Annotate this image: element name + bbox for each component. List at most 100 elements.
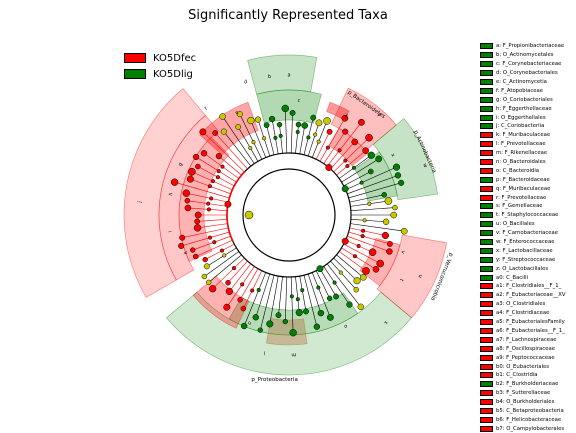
clade-label: m [291, 351, 296, 357]
taxon-node [179, 234, 186, 241]
taxa-swatch [480, 390, 493, 397]
taxon-node [375, 155, 383, 163]
taxon-node [361, 228, 366, 233]
taxa-legend-item: u: O_Bacillales [480, 220, 576, 229]
taxa-label: c: F_Corynebacteriaceae [496, 61, 562, 68]
taxa-legend-item: r: F_Prevotellaceae [480, 193, 576, 202]
taxa-legend-item: a1: F_Clostridiales__F_1_ [480, 282, 576, 291]
taxa-swatch [480, 256, 493, 263]
taxa-legend-item: a4: F_Clostridiaceae [480, 309, 576, 318]
taxa-swatch [480, 79, 493, 85]
taxon-node [256, 287, 261, 293]
taxon-node [289, 294, 294, 299]
taxon-node [353, 277, 361, 285]
taxon-node [262, 136, 267, 141]
taxa-legend-item: l: F_Prevotellaceae [480, 140, 576, 149]
taxon-node [390, 211, 398, 219]
taxon-node [254, 116, 262, 123]
class-node-actinobacteria [341, 185, 349, 193]
taxa-swatch [480, 87, 493, 94]
taxa-legend-item: b0: O_Eubacteriales [480, 362, 576, 371]
branch-line [319, 268, 337, 297]
branch-line [348, 182, 402, 199]
taxon-node [367, 151, 375, 159]
clade-label: s [382, 319, 388, 325]
taxa-label: a1: F_Clostridiales__F_1_ [496, 283, 562, 290]
branch-line [336, 254, 364, 278]
clade-label: v [399, 250, 406, 255]
taxa-legend-item: o: C_Bacteroidia [480, 166, 576, 175]
taxon-node [306, 135, 311, 140]
branch-line [341, 247, 377, 270]
taxa-swatch [480, 141, 493, 148]
taxon-node [367, 168, 374, 175]
taxon-node [281, 104, 290, 113]
taxa-swatch [480, 96, 493, 103]
clade-label: f [204, 106, 209, 112]
taxon-node [381, 192, 387, 198]
branch-line [195, 239, 233, 257]
clade-label: g [177, 162, 184, 167]
taxa-swatch [480, 381, 493, 388]
taxon-node [202, 256, 208, 263]
taxa-label: a5: F_EubacterialesFamily [496, 319, 565, 326]
branch-line [197, 223, 228, 229]
taxon-node [192, 253, 199, 260]
taxa-label: b1: C_Clostridia [496, 372, 538, 379]
branch-line [350, 207, 395, 211]
taxa-swatch [480, 105, 493, 112]
taxon-node [316, 139, 321, 144]
clade-label: b [268, 74, 272, 80]
taxa-legend-item: g: O_Coriobacteriales [480, 95, 576, 104]
taxa-legend-item: t: F_Staphylococcaceae [480, 211, 576, 220]
taxon-node [301, 122, 309, 129]
taxon-node [207, 184, 212, 189]
taxa-label: s: F_Gemellaceae [496, 203, 543, 210]
taxon-node [223, 303, 231, 311]
taxon-node [341, 114, 349, 122]
taxa-swatch [480, 185, 493, 192]
legend-item-ko5dlig: KO5Dlig [124, 66, 196, 82]
taxa-swatch [480, 319, 493, 326]
taxa-swatch [480, 176, 493, 183]
taxon-node [359, 274, 367, 281]
taxa-swatch [480, 203, 493, 210]
taxa-label: h: F_Eggerthellaceae [496, 105, 552, 112]
taxa-label: z: O_Lactobacillales [496, 265, 549, 272]
branch-line [348, 231, 390, 245]
taxon-node [295, 297, 300, 302]
taxa-label: i: O_Eggerthellales [496, 114, 546, 121]
taxon-node [251, 140, 256, 145]
clade-label: n [247, 319, 252, 326]
taxon-node [199, 128, 207, 136]
taxa-label: v: F_Carnobacteriaceae [496, 230, 559, 237]
taxa-swatch [480, 132, 493, 139]
taxa-swatch [480, 354, 493, 361]
taxon-node [215, 175, 220, 180]
taxon-node [182, 189, 191, 197]
root-node [244, 210, 254, 220]
taxon-node [386, 240, 393, 247]
taxa-legend-item: a: F_Propionibacteriaceae [480, 42, 576, 51]
branch-line [278, 276, 283, 316]
branch-line [206, 247, 237, 267]
taxon-node [323, 117, 331, 125]
branch-line [350, 219, 387, 223]
taxa-legend-item: h: F_Eggerthellaceae [480, 104, 576, 113]
clade-label: w [421, 163, 428, 169]
taxa-legend-item: e: C_Actinomycetia [480, 78, 576, 87]
taxa-legend-item: k: F_Muribaculaceae [480, 131, 576, 140]
branch-line [315, 270, 330, 299]
clade-shade-actino-top-inner [256, 89, 322, 124]
taxon-node [201, 273, 208, 280]
taxa-label: u: O_Bacillales [496, 221, 535, 228]
chart-title: Significantly Represented Taxa [188, 8, 388, 23]
branch-line [237, 126, 259, 162]
taxon-node [392, 163, 401, 171]
branch-line [307, 122, 320, 157]
taxa-legend-item: a2: F_Eubacteriaceae__XV [480, 291, 576, 300]
taxon-node [188, 167, 196, 176]
class-node-bacilli [316, 265, 324, 273]
taxa-label: b5: C_Betaproteobacteria [496, 407, 564, 414]
branch-line [212, 257, 245, 289]
